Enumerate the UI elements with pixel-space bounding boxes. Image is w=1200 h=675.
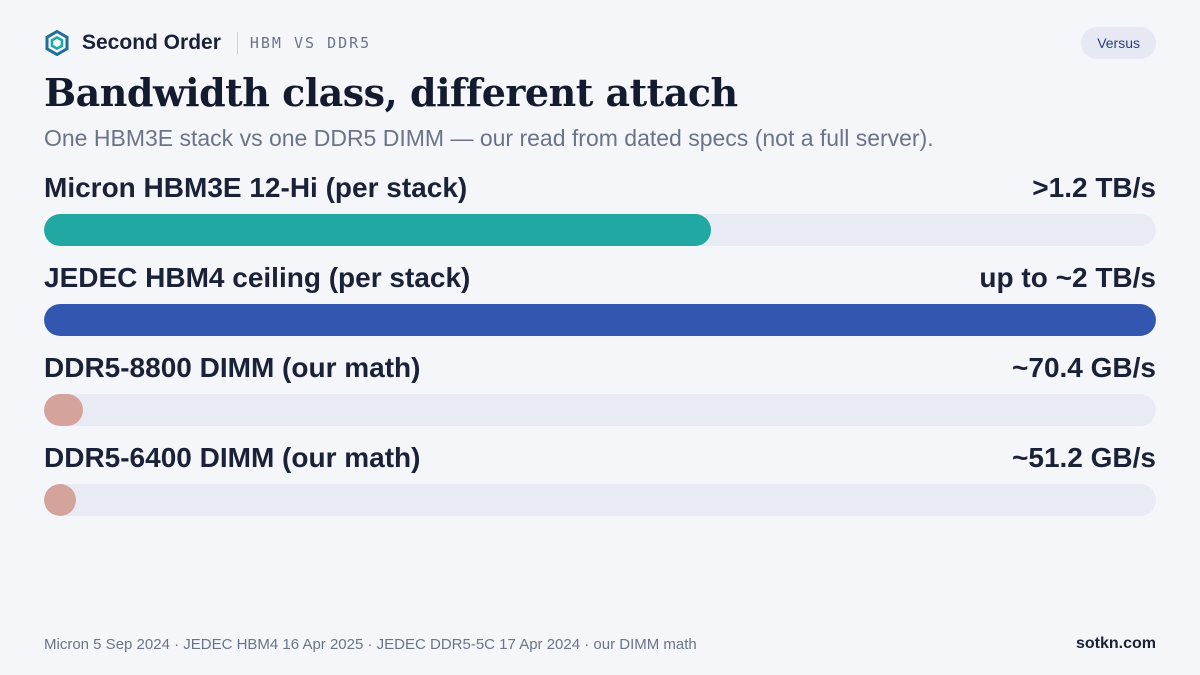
bar-row: Micron HBM3E 12-Hi (per stack) >1.2 TB/s <box>44 168 1156 258</box>
bar-row: JEDEC HBM4 ceiling (per stack) up to ~2 T… <box>44 258 1156 348</box>
header-divider <box>236 32 238 54</box>
bar-row-header: JEDEC HBM4 ceiling (per stack) up to ~2 T… <box>44 258 1156 302</box>
sources-note: Micron 5 Sep 2024 · JEDEC HBM4 16 Apr 20… <box>44 635 697 653</box>
header: Second Order HBM VS DDR5 Versus <box>44 26 1156 60</box>
bar-category-label: DDR5-8800 DIMM (our math) <box>44 352 421 383</box>
bar-value-label: ~51.2 GB/s <box>1012 442 1156 473</box>
chart-title: Bandwidth class, different attach <box>44 70 738 115</box>
bar-fill <box>44 394 84 426</box>
hexagon-logo-icon <box>44 30 70 56</box>
bar-row-header: DDR5-8800 DIMM (our math) ~70.4 GB/s <box>44 348 1156 392</box>
bar-track <box>44 214 1156 246</box>
bar-fill <box>44 484 76 516</box>
bar-category-label: Micron HBM3E 12-Hi (per stack) <box>44 172 468 203</box>
bar-value-label: up to ~2 TB/s <box>979 262 1156 293</box>
bar-track <box>44 304 1156 336</box>
bar-category-label: DDR5-6400 DIMM (our math) <box>44 442 421 473</box>
site-link[interactable]: sotkn.com <box>1075 635 1156 652</box>
brand-name: Second Order <box>82 31 221 54</box>
footer: Micron 5 Sep 2024 · JEDEC HBM4 16 Apr 20… <box>44 635 1156 653</box>
bar-fill <box>44 214 712 246</box>
bar-track <box>44 394 1156 426</box>
bar-category-label: JEDEC HBM4 ceiling (per stack) <box>44 262 471 293</box>
versus-badge: Versus <box>1081 27 1156 59</box>
chart-subtitle: One HBM3E stack vs one DDR5 DIMM — our r… <box>44 125 934 151</box>
bar-row: DDR5-8800 DIMM (our math) ~70.4 GB/s <box>44 348 1156 438</box>
bar-row-header: Micron HBM3E 12-Hi (per stack) >1.2 TB/s <box>44 168 1156 212</box>
bar-value-label: >1.2 TB/s <box>1032 172 1156 203</box>
bar-row: DDR5-6400 DIMM (our math) ~51.2 GB/s <box>44 438 1156 528</box>
bar-fill <box>44 304 1156 336</box>
bar-chart: Micron HBM3E 12-Hi (per stack) >1.2 TB/s J… <box>44 168 1156 528</box>
bar-track <box>44 484 1156 516</box>
topic-tag: HBM VS DDR5 <box>249 34 372 52</box>
bar-row-header: DDR5-6400 DIMM (our math) ~51.2 GB/s <box>44 438 1156 482</box>
bar-value-label: ~70.4 GB/s <box>1012 352 1156 383</box>
